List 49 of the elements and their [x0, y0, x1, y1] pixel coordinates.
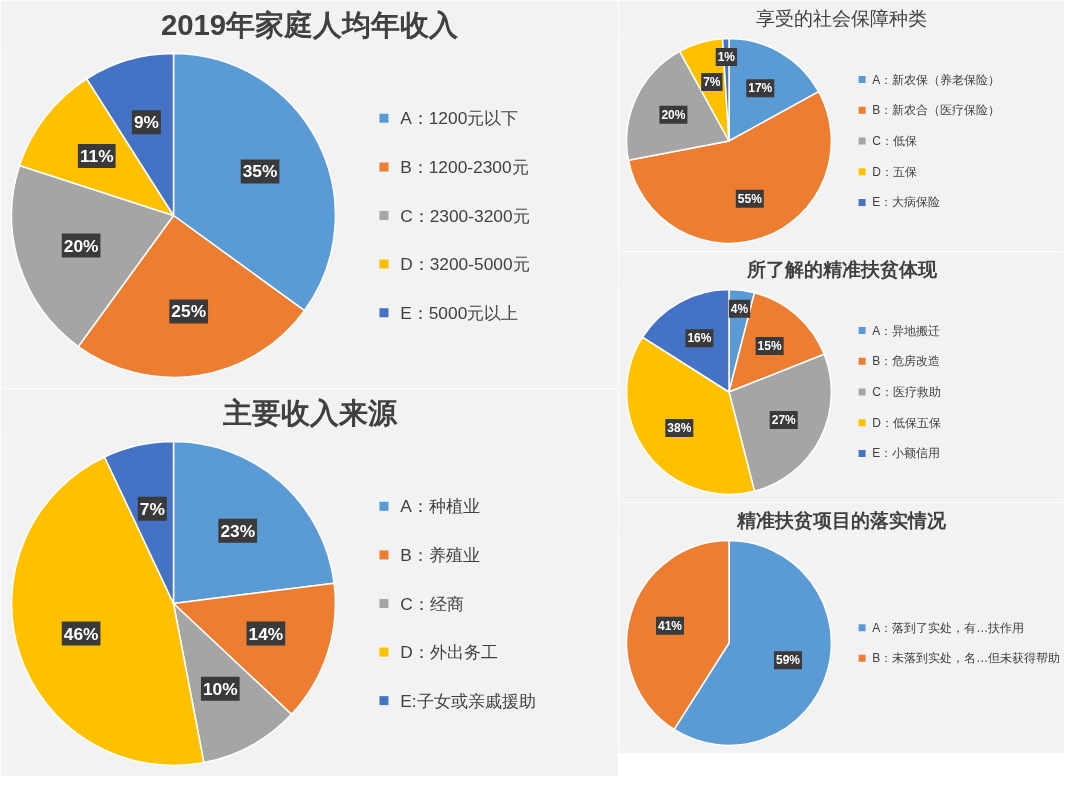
data-label: 9% [133, 112, 159, 133]
data-label: 17% [748, 81, 773, 96]
data-label: 20% [661, 107, 686, 122]
legend-label: A：种植业 [400, 496, 480, 517]
legend-label: B：危房改造 [872, 354, 941, 369]
legend-label: C：低保 [872, 134, 918, 148]
legend-label: E：5000元以上 [400, 302, 519, 323]
data-label: 59% [775, 653, 801, 668]
data-label: 4% [730, 301, 749, 316]
legend-label: B：新农合（医疗保险） [872, 103, 1001, 118]
chart-title: 2019年家庭人均年收入 [160, 7, 460, 41]
legend-label: E：大病保险 [872, 195, 941, 210]
legend-label: D：低保五保 [872, 415, 942, 430]
legend-label: B：未落到实处，名…但未获得帮助 [872, 651, 1061, 666]
data-label: 27% [771, 412, 797, 427]
data-label: 35% [242, 161, 278, 182]
legend-label: A：落到了实处，有…扶作用 [872, 620, 1025, 635]
data-label: 7% [139, 498, 165, 519]
legend-label: A：新农保（养老保险） [872, 72, 1001, 87]
legend-label: D：五保 [872, 164, 918, 179]
data-label: 46% [63, 623, 99, 644]
legend-label: C：2300-3200元 [400, 205, 530, 226]
chart-title: 所了解的精准扶贫体现 [745, 258, 938, 280]
legend-label: B：1200-2300元 [400, 156, 529, 177]
data-label: 11% [79, 145, 114, 166]
data-label: 7% [703, 75, 721, 90]
data-label: 14% [248, 623, 284, 644]
data-label: 41% [658, 618, 683, 633]
data-label: 16% [687, 331, 712, 346]
data-label: 20% [63, 235, 99, 256]
data-label: 1% [717, 50, 736, 65]
legend-label: B：养殖业 [400, 544, 480, 565]
data-label: 38% [667, 421, 692, 436]
data-label: 10% [202, 678, 238, 699]
legend-label: A：1200元以下 [400, 108, 519, 129]
data-label: 23% [220, 520, 256, 541]
legend-label: A：异地搬迁 [872, 323, 941, 338]
data-label: 55% [737, 191, 763, 206]
chart-title: 主要收入来源 [221, 395, 398, 429]
chart-title: 享受的社会保障种类 [756, 7, 927, 29]
legend-label: E:子女或亲戚援助 [400, 690, 536, 711]
legend-label: C：医疗救助 [872, 385, 942, 399]
legend-label: D：外出务工 [400, 642, 498, 663]
legend-label: E：小额信用 [872, 446, 941, 461]
legend-label: D：3200-5000元 [400, 254, 530, 275]
data-label: 25% [171, 301, 207, 322]
data-label: 15% [757, 338, 782, 353]
chart-title: 精准扶贫项目的落实情况 [736, 509, 947, 531]
legend-label: C：经商 [400, 593, 464, 614]
